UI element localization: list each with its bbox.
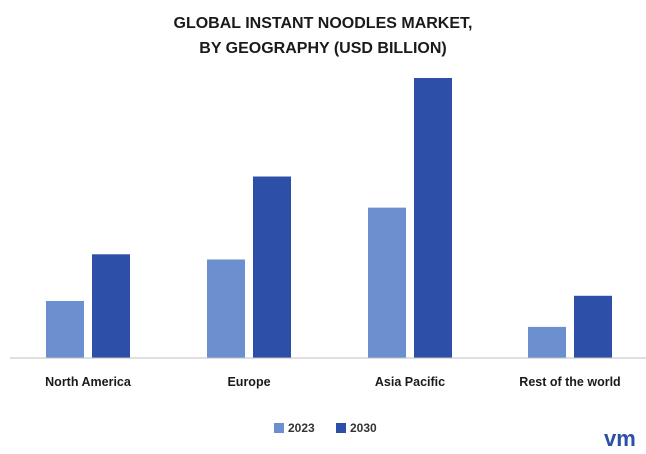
bar-2030-asia-pacific <box>414 78 452 358</box>
bar-2030-rest-of-the-world <box>574 295 612 358</box>
bar-2023-asia-pacific <box>368 207 406 358</box>
bar-2023-north-america <box>46 300 84 358</box>
category-label-asia-pacific: Asia Pacific <box>375 375 445 389</box>
bar-2030-north-america <box>92 254 130 358</box>
chart-title-line-1: GLOBAL INSTANT NOODLES MARKET, <box>174 15 473 32</box>
category-labels: North America Europe Asia Pacific Rest of t… <box>45 375 621 389</box>
bars-group <box>46 78 612 358</box>
legend-swatch-2030 <box>336 423 346 433</box>
bar-2030-europe <box>253 176 291 358</box>
category-label-europe: Europe <box>227 375 270 389</box>
legend-label-2023: 2023 <box>288 421 315 435</box>
logo: vm <box>604 426 636 451</box>
legend: 2023 2030 <box>274 421 377 435</box>
category-label-rest-of-the-world: Rest of the world <box>519 375 620 389</box>
bar-2023-europe <box>207 259 245 358</box>
category-label-north-america: North America <box>45 375 132 389</box>
bar-2023-rest-of-the-world <box>528 326 566 358</box>
legend-label-2030: 2030 <box>350 421 377 435</box>
legend-swatch-2023 <box>274 423 284 433</box>
chart-title-line-2: BY GEOGRAPHY (USD BILLION) <box>199 40 446 57</box>
